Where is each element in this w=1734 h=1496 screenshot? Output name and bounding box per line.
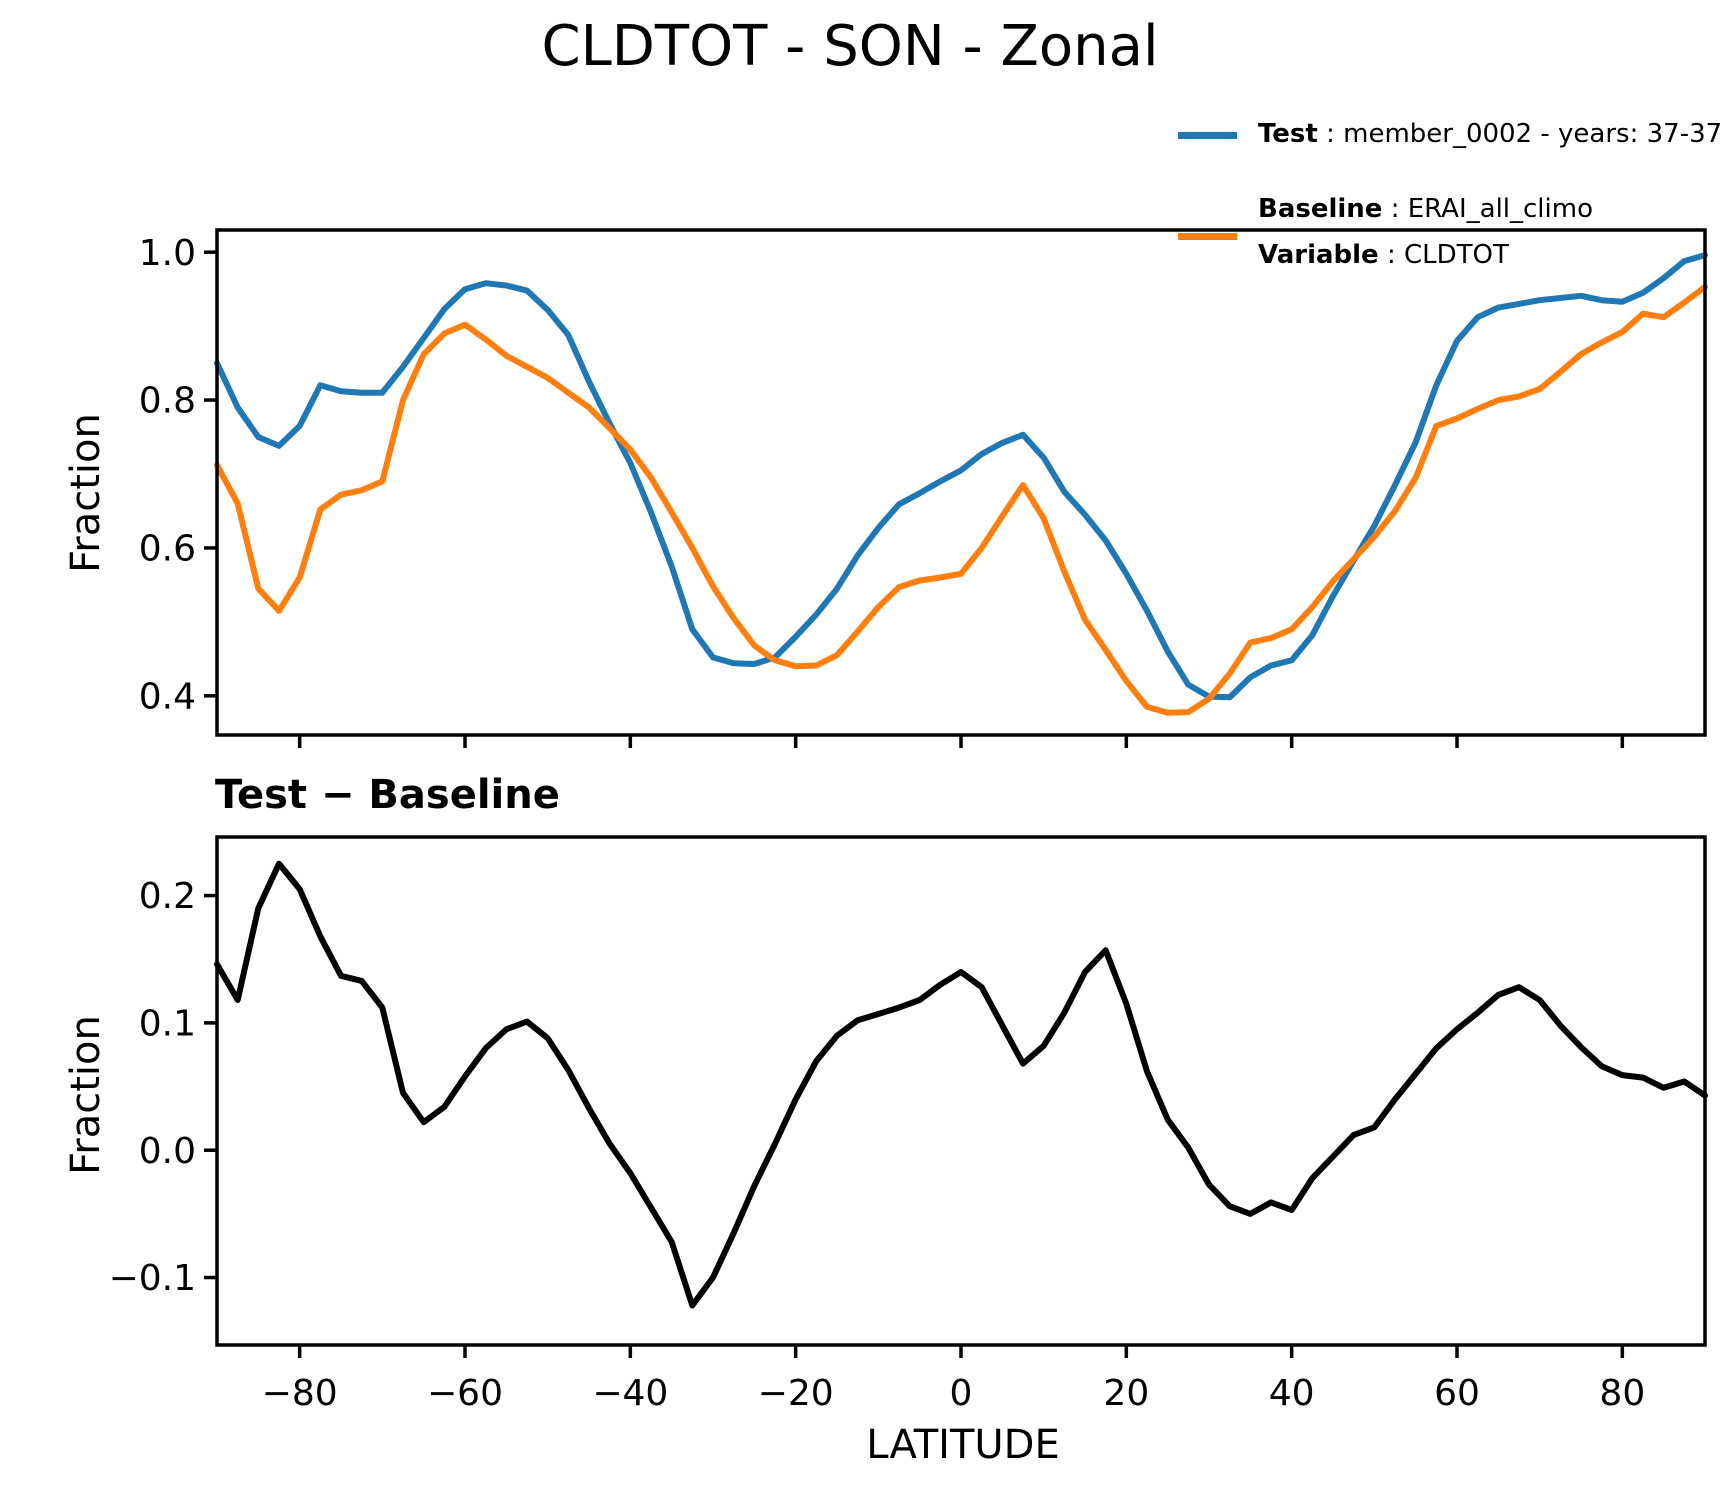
y-tick-label: 0.1 (139, 1003, 196, 1044)
legend-baseline-line-swatch (1178, 233, 1237, 240)
legend-variable-label-rest: : CLDTOT (1378, 240, 1509, 270)
legend-test-label-bold: Test (1258, 119, 1318, 149)
bottom-panel-axes: −0.1 0.0 0.1 0.2 −80 −60 −40 −20 0 20 40 60 80 (109, 835, 1708, 1414)
test-line (214, 252, 1708, 701)
axes-spines (215, 835, 1707, 1347)
x-tick-label: −80 (262, 1373, 338, 1414)
legend-test-line-swatch (1178, 132, 1237, 139)
x-tick-label: 60 (1434, 1373, 1480, 1414)
legend-baseline-label-rest: : ERAI_all_climo (1382, 194, 1593, 224)
axes-spines (215, 228, 1707, 737)
x-tick-label: 20 (1103, 1373, 1149, 1414)
bottom-panel-subtitle: Test − Baseline (215, 772, 560, 818)
x-tick-label: −60 (427, 1373, 503, 1414)
legend-baseline-line: Baseline : ERAI_all_climo (1258, 186, 1593, 232)
x-tick-label: −20 (758, 1373, 834, 1414)
y-tick-label: 1.0 (139, 233, 196, 274)
y-tick-label: 0.0 (139, 1131, 196, 1172)
legend-test-label-rest: : member_0002 - years: 37-37 (1317, 119, 1723, 149)
legend-baseline-label-bold: Baseline (1258, 194, 1383, 224)
legend-variable-label-bold: Variable (1258, 240, 1379, 270)
x-axis-label: LATITUDE (866, 1422, 1060, 1468)
y-tick-label: 0.8 (139, 381, 196, 422)
y-tick-label: 0.6 (139, 529, 196, 570)
legend-variable-line: Variable : CLDTOT (1258, 232, 1593, 278)
legend-test-label: Test : member_0002 - years: 37-37 (1258, 116, 1722, 152)
chart-title: CLDTOT - SON - Zonal (541, 14, 1159, 79)
x-tick-label: 40 (1269, 1373, 1315, 1414)
x-tick-label: 0 (950, 1373, 973, 1414)
y-tick-label: 0.2 (139, 876, 196, 917)
baseline-line (214, 283, 1708, 716)
x-tick-label: 80 (1599, 1373, 1645, 1414)
x-tick-label: −40 (592, 1373, 668, 1414)
top-panel-axes: 0.4 0.6 0.8 1.0 (139, 228, 1708, 748)
difference-line (214, 860, 1708, 1309)
y-tick-label: −0.1 (109, 1258, 196, 1299)
y-tick-label: 0.4 (139, 676, 196, 717)
legend-baseline-label: Baseline : ERAI_all_climo Variable : CLD… (1258, 186, 1593, 278)
